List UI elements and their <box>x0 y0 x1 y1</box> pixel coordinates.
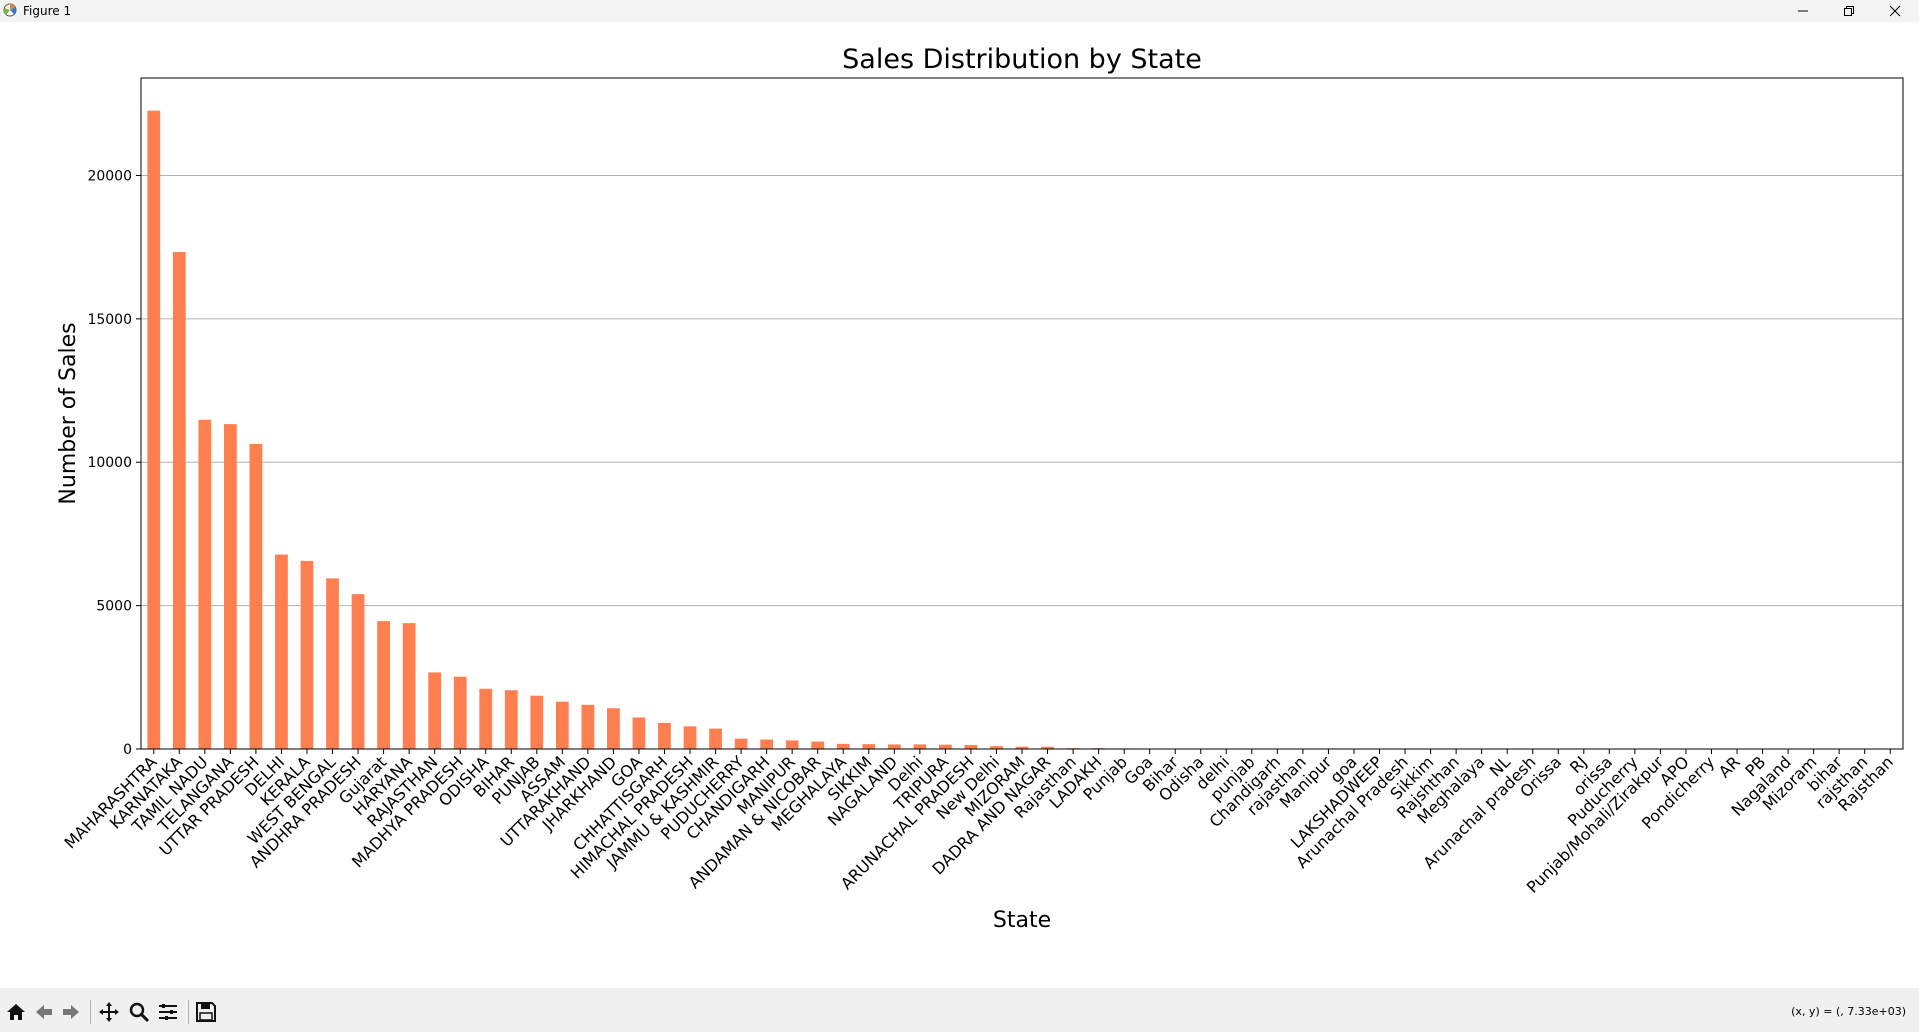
bar <box>607 708 620 749</box>
bar <box>479 688 493 749</box>
bar <box>249 443 263 749</box>
bar <box>709 728 722 749</box>
home-icon <box>7 1004 25 1020</box>
y-tick-label: 20000 <box>87 168 132 184</box>
bar <box>1041 746 1054 749</box>
window-titlebar: Figure 1 <box>0 0 1919 23</box>
bar <box>377 621 390 749</box>
configure-subplots-button[interactable] <box>156 1000 180 1024</box>
back-icon <box>36 1005 52 1019</box>
toolbar-separator <box>188 1000 189 1024</box>
navigation-toolbar: (x, y) = (, 7.33e+03) <box>0 988 1919 1032</box>
bar <box>734 738 748 749</box>
bar <box>453 676 467 749</box>
cursor-coordinates: (x, y) = (, 7.33e+03) <box>1791 1005 1906 1018</box>
y-tick-label: 5000 <box>96 599 132 615</box>
bar <box>172 252 186 750</box>
save-icon <box>196 1002 216 1022</box>
y-tick-label: 0 <box>123 742 132 758</box>
bar <box>402 623 416 749</box>
minimize-icon <box>1798 10 1808 12</box>
bar <box>683 726 697 749</box>
bar <box>581 704 595 749</box>
zoom-button[interactable] <box>127 1000 151 1024</box>
bar <box>223 424 237 749</box>
back-button[interactable] <box>32 1000 56 1024</box>
bar <box>198 419 212 749</box>
bars <box>147 110 1897 750</box>
y-axis-label: Number of Sales <box>56 322 81 504</box>
save-button[interactable] <box>194 1000 218 1024</box>
forward-button[interactable] <box>59 1000 83 1024</box>
restore-icon <box>1844 6 1854 16</box>
y-tick-label: 15000 <box>87 312 132 328</box>
bar <box>504 690 518 749</box>
restore-button[interactable] <box>1826 0 1872 22</box>
window-title: Figure 1 <box>23 4 72 18</box>
bar <box>147 110 161 749</box>
x-axis-label: State <box>993 908 1051 933</box>
bar <box>760 739 774 749</box>
bar <box>785 740 799 749</box>
bar-chart: 05000100001500020000MAHARASHTRAKARNATAKA… <box>56 44 1904 933</box>
minimize-button[interactable] <box>1780 0 1826 22</box>
pan-button[interactable] <box>97 1000 121 1024</box>
bar <box>275 554 288 749</box>
bar <box>1015 746 1029 749</box>
close-button[interactable] <box>1872 0 1918 22</box>
bar <box>913 744 927 749</box>
bar <box>658 722 671 749</box>
bar <box>990 746 1003 749</box>
bar <box>530 695 544 749</box>
home-button[interactable] <box>4 1000 28 1024</box>
matplotlib-app-icon <box>3 3 17 17</box>
y-tick-label: 10000 <box>87 455 132 471</box>
figure-canvas[interactable]: 0 5000 10000 15000 20000 MAHARASHTRA KARNATAKA… <box>0 22 1919 988</box>
bar <box>811 741 825 749</box>
chart-title: Sales Distribution by State <box>842 44 1202 75</box>
bar <box>862 744 876 749</box>
zoom-icon <box>129 1002 150 1023</box>
bar <box>964 744 978 749</box>
bar <box>326 578 339 749</box>
pan-icon <box>99 1002 119 1022</box>
forward-icon <box>63 1005 79 1019</box>
close-icon <box>1889 5 1901 17</box>
bar <box>632 717 646 749</box>
bar <box>887 744 901 749</box>
bar <box>555 701 569 749</box>
x-tick-label: AR <box>1715 752 1744 781</box>
bar <box>939 744 952 749</box>
bar <box>836 743 850 749</box>
bar <box>351 594 365 749</box>
bar <box>428 672 442 749</box>
toolbar-separator <box>90 1000 91 1024</box>
bar <box>300 560 314 749</box>
configure-subplots-icon <box>159 1004 177 1020</box>
ticks: 05000100001500020000MAHARASHTRAKARNATAKA… <box>61 168 1898 896</box>
